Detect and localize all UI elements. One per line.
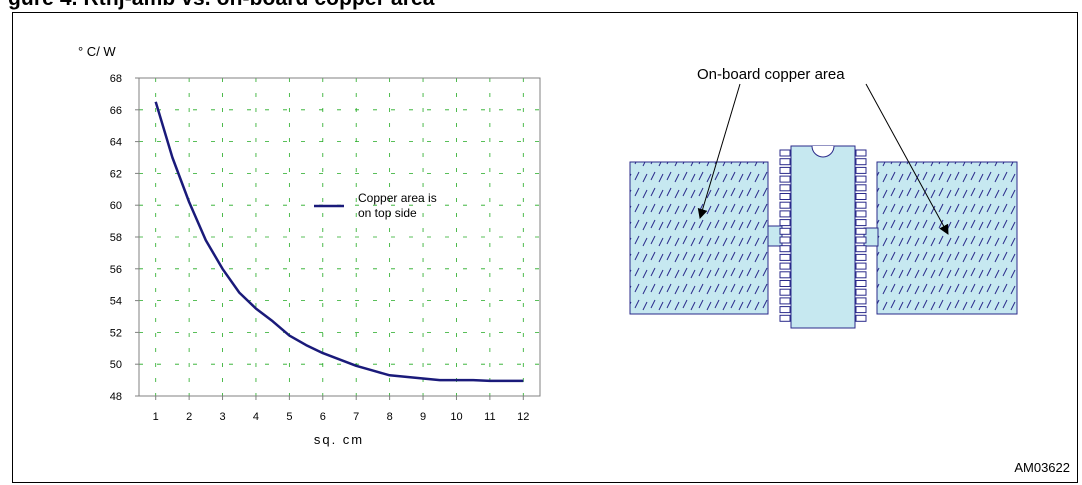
ic-pin bbox=[855, 262, 867, 270]
ic-pin bbox=[779, 271, 791, 279]
right-copper-pad bbox=[863, 161, 1018, 315]
y-tick-label: 48 bbox=[110, 391, 122, 403]
x-tick-label: 9 bbox=[420, 411, 426, 423]
ic-pin bbox=[779, 175, 791, 183]
ic-package bbox=[790, 145, 856, 329]
ic-pin bbox=[779, 210, 791, 218]
arrow-left bbox=[697, 83, 741, 219]
arrow-right bbox=[865, 83, 949, 235]
ic-pin bbox=[855, 193, 867, 200]
x-tick-label: 5 bbox=[286, 411, 292, 423]
grid-layer bbox=[139, 78, 540, 396]
x-tick-labels: 1 2 3 4 5 6 7 8 9 10 11 12 bbox=[153, 396, 529, 423]
x-tick-label: 12 bbox=[517, 411, 529, 423]
ic-pin bbox=[855, 201, 867, 209]
figure-frame bbox=[12, 12, 1078, 483]
figure-title: gure 4. Rthj-amb vs. on-board copper are… bbox=[8, 0, 435, 11]
ic-pin bbox=[855, 253, 867, 261]
ic-pin bbox=[779, 280, 791, 287]
ic-pins-right bbox=[855, 149, 867, 322]
ic-pin bbox=[855, 306, 867, 314]
y-tick-label: 50 bbox=[110, 359, 122, 371]
ic-pin bbox=[779, 262, 791, 270]
y-tick-label: 52 bbox=[110, 327, 122, 339]
x-tick-label: 11 bbox=[484, 411, 495, 423]
ic-pin bbox=[779, 253, 791, 261]
x-tick-label: 8 bbox=[387, 411, 393, 423]
ic-pin bbox=[855, 219, 867, 227]
ic-pin bbox=[855, 166, 867, 174]
x-tick-label: 2 bbox=[186, 411, 192, 423]
y-tick-labels: 48 50 52 54 56 58 60 62 64 66 68 bbox=[110, 73, 139, 403]
ic-pin bbox=[779, 184, 791, 192]
ic-pin bbox=[779, 236, 791, 244]
legend: Copper area is on top side bbox=[314, 191, 437, 220]
x-tick-label: 4 bbox=[253, 411, 259, 423]
ic-pin bbox=[855, 210, 867, 218]
y-tick-label: 58 bbox=[110, 232, 122, 244]
series-layer bbox=[154, 101, 524, 383]
ic-pin bbox=[779, 166, 791, 174]
ic-pin bbox=[779, 201, 791, 209]
ic-pin bbox=[855, 227, 867, 235]
copper-area-diagram: On-board copper area bbox=[629, 66, 1018, 329]
ic-pin bbox=[779, 227, 791, 235]
ic-pin bbox=[855, 288, 867, 296]
legend-label: Copper area is on top side bbox=[358, 191, 437, 220]
series-line bbox=[154, 101, 524, 383]
ic-pin bbox=[779, 306, 791, 314]
ic-pin bbox=[855, 236, 867, 244]
y-tick-label: 60 bbox=[110, 200, 122, 212]
y-axis-label: ° C/ W bbox=[78, 44, 116, 59]
x-axis-label: sq. cm bbox=[314, 432, 364, 447]
ic-pin bbox=[779, 149, 791, 157]
ic-pin bbox=[855, 280, 867, 287]
x-tick-label: 7 bbox=[353, 411, 359, 423]
x-tick-label: 1 bbox=[153, 411, 159, 423]
ic-pin bbox=[779, 245, 791, 253]
x-tick-label: 3 bbox=[219, 411, 225, 423]
ic-pin bbox=[779, 297, 791, 305]
ic-pin bbox=[855, 184, 867, 192]
ic-pin bbox=[855, 158, 867, 166]
ic-pin bbox=[779, 219, 791, 227]
ic-pin bbox=[855, 175, 867, 183]
ic-pin bbox=[855, 149, 867, 157]
ic-pin bbox=[779, 288, 791, 296]
ic-pin bbox=[855, 297, 867, 305]
x-tick-label: 6 bbox=[320, 411, 326, 423]
ic-pin bbox=[855, 271, 867, 279]
y-tick-label: 54 bbox=[110, 296, 122, 308]
y-tick-label: 68 bbox=[110, 73, 122, 85]
figure-title-clip: gure 4. Rthj-amb vs. on-board copper are… bbox=[0, 0, 1082, 12]
y-tick-label: 62 bbox=[110, 168, 122, 180]
figure-code: AM03622 bbox=[1014, 460, 1070, 475]
ic-pin bbox=[855, 314, 867, 322]
ic-pins-left bbox=[779, 149, 791, 322]
ic-pin bbox=[855, 245, 867, 253]
y-tick-label: 56 bbox=[110, 264, 122, 276]
y-tick-label: 66 bbox=[110, 105, 122, 117]
ic-pin bbox=[779, 314, 791, 322]
ic-pin bbox=[779, 193, 791, 200]
y-tick-label: 64 bbox=[110, 137, 122, 149]
diagram-label: On-board copper area bbox=[697, 66, 845, 83]
ic-pin bbox=[779, 158, 791, 166]
left-copper-pad bbox=[629, 161, 783, 315]
x-tick-label: 10 bbox=[450, 411, 462, 423]
